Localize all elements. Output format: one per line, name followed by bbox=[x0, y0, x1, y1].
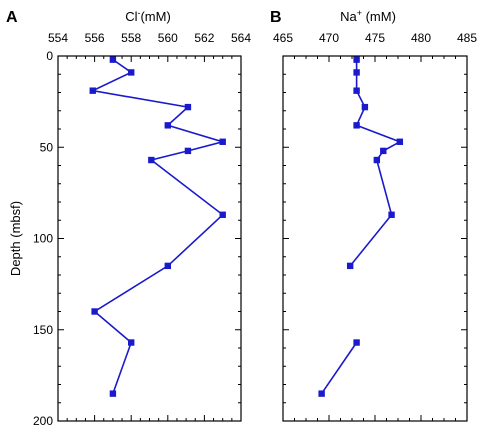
x-axis-title: Cl-(mM) bbox=[125, 8, 171, 24]
series-line bbox=[349, 59, 402, 267]
data-point bbox=[361, 103, 369, 111]
panel-label: A bbox=[6, 9, 18, 26]
data-point bbox=[318, 390, 325, 397]
x-tick-label: 560 bbox=[158, 31, 178, 45]
x-axis-title-unit: (mM) bbox=[362, 9, 396, 24]
data-point bbox=[184, 147, 192, 155]
x-tick-label: 564 bbox=[231, 31, 251, 45]
y-tick-label: 200 bbox=[33, 414, 53, 428]
data-point bbox=[128, 69, 135, 76]
x-axis-title-main: Na bbox=[340, 9, 357, 24]
x-tick-label: 558 bbox=[121, 31, 141, 45]
data-point bbox=[109, 56, 117, 63]
data-point bbox=[353, 339, 360, 346]
x-tick-label: 562 bbox=[194, 31, 214, 45]
x-axis-title-main: Cl bbox=[125, 9, 137, 24]
x-tick-label: 470 bbox=[319, 31, 339, 45]
y-tick-label: 150 bbox=[33, 323, 53, 337]
data-point bbox=[373, 156, 381, 164]
data-point bbox=[148, 156, 155, 164]
x-axis-title-superscript: - bbox=[137, 8, 140, 18]
data-point bbox=[109, 390, 117, 397]
x-tick-label: 485 bbox=[457, 31, 477, 45]
data-point bbox=[91, 308, 98, 315]
data-point bbox=[219, 211, 226, 218]
data-point bbox=[353, 87, 360, 94]
y-tick-label: 100 bbox=[33, 232, 53, 246]
x-tick-label: 554 bbox=[48, 31, 68, 45]
data-point bbox=[164, 122, 171, 129]
y-tick-label: 50 bbox=[40, 140, 54, 154]
x-axis-title-superscript: + bbox=[357, 8, 362, 18]
data-point bbox=[380, 147, 387, 155]
panel-label: B bbox=[270, 9, 282, 26]
x-tick-label: 465 bbox=[273, 31, 293, 45]
data-point bbox=[346, 262, 354, 270]
y-tick-label: 0 bbox=[46, 49, 53, 63]
x-tick-label: 475 bbox=[365, 31, 385, 45]
x-axis-title: Na+ (mM) bbox=[340, 8, 396, 24]
data-point bbox=[164, 262, 171, 270]
data-point bbox=[89, 87, 96, 94]
chart-panels: A Cl-(mM)554 556 558 560 562 564050100150200De… bbox=[6, 8, 477, 428]
x-axis-title-unit: (mM) bbox=[140, 9, 170, 24]
x-tick-label: 480 bbox=[411, 31, 431, 45]
data-point bbox=[184, 103, 192, 111]
x-tick-label: 556 bbox=[85, 31, 105, 45]
data-point bbox=[353, 56, 360, 63]
data-point bbox=[353, 122, 360, 129]
data-point bbox=[128, 339, 135, 346]
data-point bbox=[353, 69, 360, 76]
chart-panel-b: B Na+ (mM) 465 470 475 480 485 bbox=[270, 8, 477, 422]
series-line bbox=[320, 342, 358, 395]
data-point bbox=[219, 138, 226, 145]
chart-panel-a: A Cl-(mM) 554 556 558 560 562 564 0 50 100 150 200 De… bbox=[6, 8, 251, 428]
data-point bbox=[396, 138, 404, 145]
data-point bbox=[388, 211, 395, 218]
y-axis-title: Depth (mbsf) bbox=[8, 201, 23, 276]
